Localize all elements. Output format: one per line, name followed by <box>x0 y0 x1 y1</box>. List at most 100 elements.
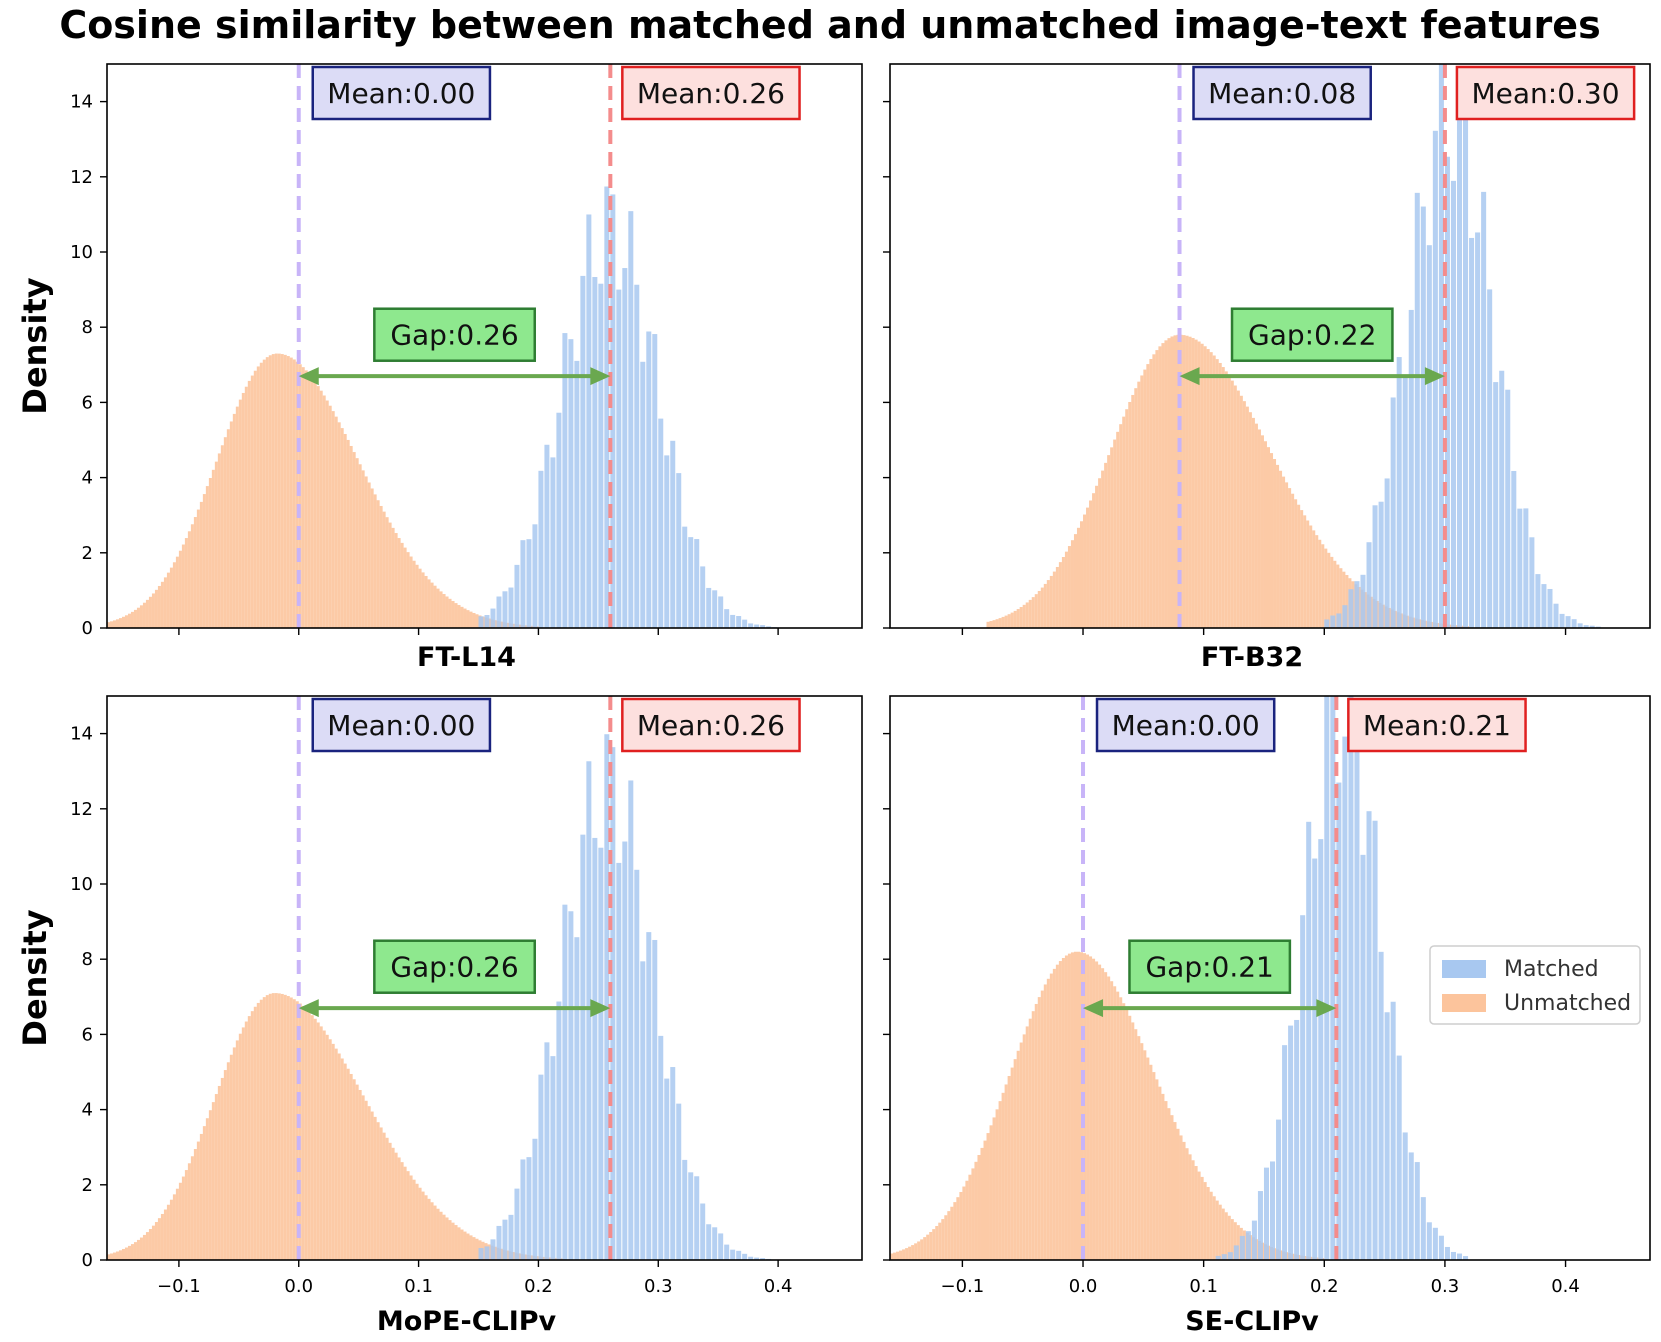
bar <box>1390 397 1396 628</box>
bar <box>1104 972 1108 1260</box>
bar <box>1064 955 1068 1260</box>
bar <box>592 277 598 628</box>
bar <box>346 439 350 628</box>
bar <box>917 1241 921 1260</box>
bar <box>1200 1176 1204 1260</box>
bar <box>280 993 284 1260</box>
bar <box>196 1141 200 1260</box>
bar <box>163 1209 167 1260</box>
bar <box>1218 1204 1222 1260</box>
bar <box>151 593 155 628</box>
bar <box>1463 103 1469 628</box>
bar <box>1185 1148 1189 1260</box>
bar <box>1396 357 1402 628</box>
bar <box>268 993 272 1260</box>
bar <box>1007 614 1011 628</box>
bar <box>292 359 296 628</box>
bar <box>163 577 167 628</box>
x-tick-label: −0.1 <box>157 1276 201 1297</box>
bar <box>301 367 305 628</box>
bar <box>130 1244 134 1260</box>
bar <box>397 1157 401 1260</box>
bar <box>325 400 329 628</box>
bar <box>346 1068 350 1260</box>
bar <box>235 1040 239 1260</box>
bar <box>1125 1009 1129 1260</box>
bar <box>1206 1187 1210 1260</box>
bar <box>1182 1141 1186 1260</box>
bar <box>1073 534 1077 628</box>
bar <box>364 1100 368 1260</box>
bar <box>1137 381 1141 628</box>
bar <box>433 585 437 628</box>
bar <box>1294 1019 1300 1260</box>
bar <box>1080 521 1084 628</box>
bar <box>307 373 311 628</box>
bar <box>208 1110 212 1260</box>
bar <box>1197 1171 1201 1260</box>
bar <box>1224 371 1228 628</box>
bar <box>1025 1026 1029 1260</box>
x-tick-label: 0.4 <box>1551 1276 1580 1297</box>
bar <box>247 380 251 628</box>
bar <box>107 622 110 628</box>
bar <box>1282 476 1286 628</box>
bar <box>1396 1055 1402 1260</box>
bar <box>622 268 628 628</box>
bar <box>1239 395 1243 628</box>
bar <box>1152 354 1156 628</box>
gap-arrow-head-right <box>1424 367 1445 386</box>
bar <box>1248 412 1252 628</box>
bar <box>1402 375 1408 628</box>
y-axis-label: Density <box>16 277 54 414</box>
bar <box>700 566 706 628</box>
bar <box>1025 602 1029 628</box>
panel-3: Mean:0.00 Mean:0.26 Gap:0.26 0 2 4 6 8 10 12 14 −0.… <box>16 695 863 1337</box>
matched-mean-label: Mean:0.30 <box>1455 65 1636 121</box>
bar <box>214 461 218 628</box>
bar <box>241 392 245 628</box>
bar <box>1040 587 1044 628</box>
bar <box>968 1174 972 1260</box>
bar <box>478 1248 484 1260</box>
bar <box>226 1062 230 1260</box>
bar <box>956 1197 960 1260</box>
bar <box>1203 346 1207 628</box>
bar <box>965 1180 969 1260</box>
y-tick-label: 2 <box>82 1175 93 1196</box>
bar <box>760 1258 766 1260</box>
bar <box>403 547 407 628</box>
bar <box>992 1117 996 1260</box>
bar <box>154 1222 158 1260</box>
bar <box>1034 1003 1038 1260</box>
bar <box>1230 1219 1234 1260</box>
y-tick-label: 4 <box>82 468 93 489</box>
bar <box>670 1067 676 1260</box>
bar <box>1481 191 1487 628</box>
bar <box>514 564 520 628</box>
bar <box>319 390 323 628</box>
bar <box>1128 401 1132 628</box>
x-tick-label: 0.3 <box>1431 1276 1460 1297</box>
x-tick-label: 0.3 <box>644 1276 673 1297</box>
bar <box>424 575 428 628</box>
bar <box>1450 1251 1456 1260</box>
bar <box>1438 64 1444 628</box>
bar <box>1233 1222 1237 1260</box>
y-tick-label: 14 <box>70 92 93 113</box>
bar <box>1173 335 1177 628</box>
plot-area <box>107 696 772 1260</box>
bar <box>568 911 574 1260</box>
bar <box>454 603 458 628</box>
bar <box>1493 382 1499 628</box>
bar <box>1131 1022 1135 1260</box>
bar <box>412 1179 416 1260</box>
bar <box>1276 464 1280 628</box>
bar <box>1414 1162 1420 1260</box>
bar <box>1067 953 1071 1260</box>
bar <box>484 615 490 628</box>
series-matched <box>1215 696 1469 1260</box>
bar <box>1013 610 1017 628</box>
bar <box>508 1214 514 1260</box>
bar <box>361 470 365 628</box>
